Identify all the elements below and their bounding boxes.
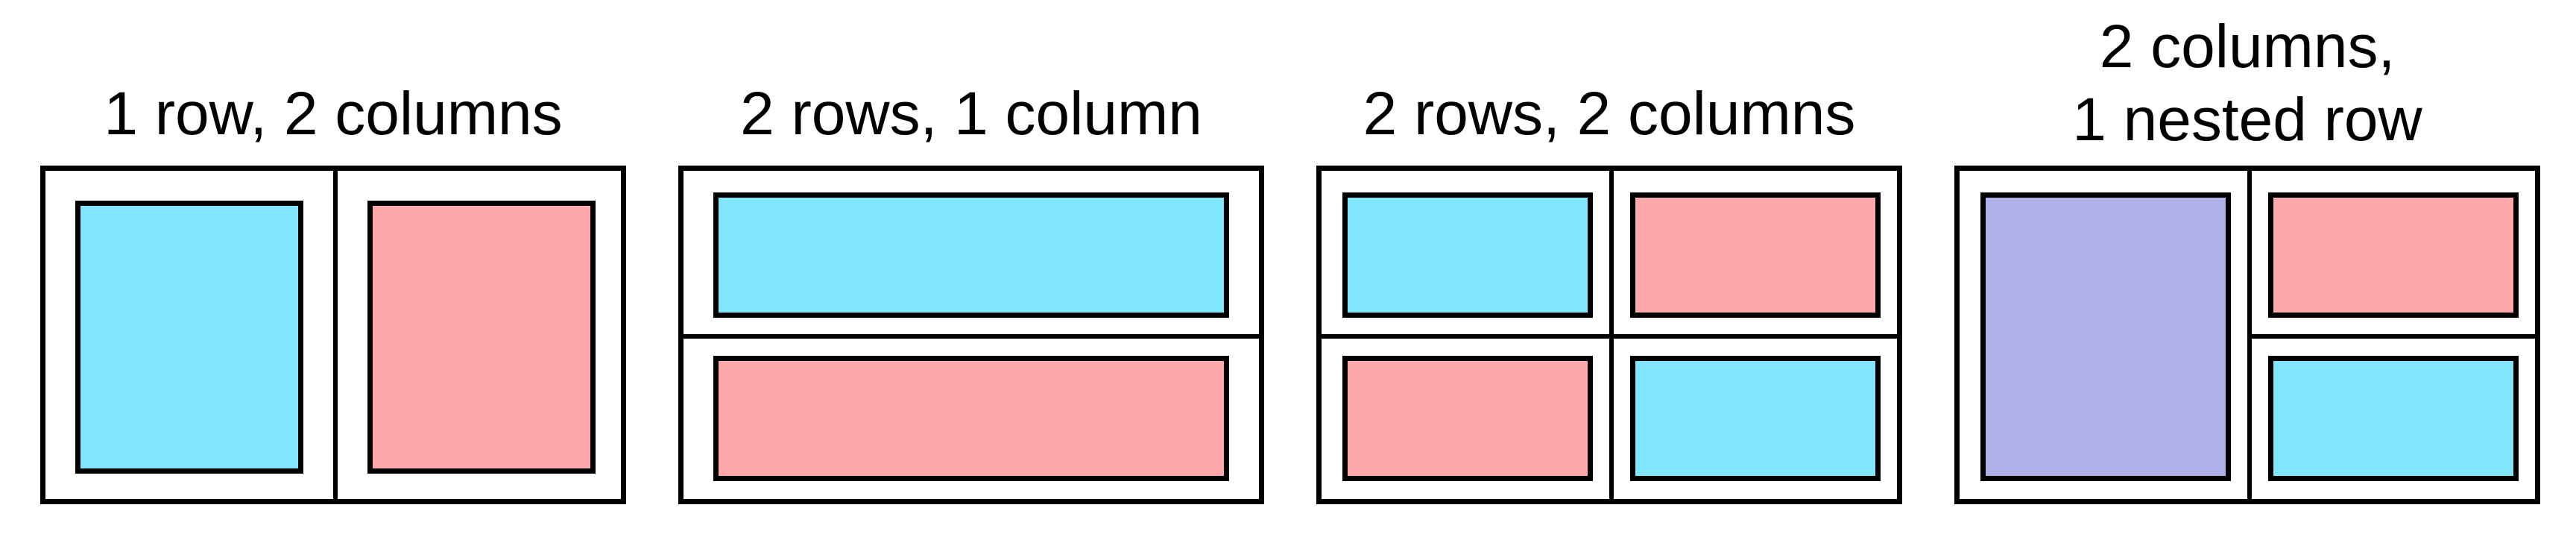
layout-frame xyxy=(678,166,1264,504)
panel-label-line-2: 1 nested row xyxy=(2072,86,2422,154)
column-divider xyxy=(333,171,338,499)
panel-label-line-1: 2 columns, xyxy=(2099,13,2396,81)
cell-column-1 xyxy=(75,201,303,474)
layout-frame xyxy=(1316,166,1902,504)
cell-column-1 xyxy=(1980,192,2231,481)
cell-row-1 xyxy=(713,192,1229,318)
cell-row-1-col-2 xyxy=(1630,192,1881,318)
panel-2-columns-1-nested-row: 2 columns, 1 nested row xyxy=(1954,0,2540,546)
panel-label: 2 rows, 2 columns xyxy=(1363,80,1856,148)
cell-row-1-col-1 xyxy=(1342,192,1593,318)
layout-frame xyxy=(40,166,626,504)
cell-row-2-col-2 xyxy=(1630,356,1881,481)
panel-2-rows-1-column: 2 rows, 1 column xyxy=(678,0,1264,546)
row-divider xyxy=(684,334,1259,339)
panel-label: 1 row, 2 columns xyxy=(104,80,563,148)
panel-label: 2 columns, 1 nested row xyxy=(1954,10,2540,157)
panel-label: 2 rows, 1 column xyxy=(740,80,1202,148)
cell-nested-row-2 xyxy=(2268,356,2519,481)
cell-row-2-col-1 xyxy=(1342,356,1593,481)
cell-row-2 xyxy=(713,356,1229,481)
panel-2-rows-2-columns: 2 rows, 2 columns xyxy=(1316,0,1902,546)
cell-column-2 xyxy=(367,201,596,474)
nested-row-divider xyxy=(2247,334,2535,339)
panel-1-row-2-columns: 1 row, 2 columns xyxy=(40,0,626,546)
cell-nested-row-1 xyxy=(2268,192,2519,318)
layout-frame xyxy=(1954,166,2540,504)
column-divider xyxy=(1609,171,1614,499)
